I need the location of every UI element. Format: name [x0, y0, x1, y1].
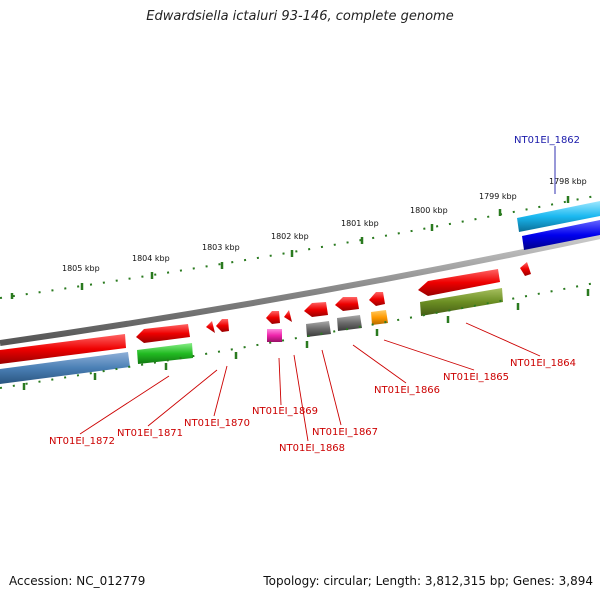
gene-label-1862: NT01EI_1862 — [514, 135, 580, 146]
ruler-label-1805: 1805 kbp — [62, 264, 100, 273]
gene-1866-forward — [335, 297, 359, 311]
gene-label-1867: NT01EI_1867 — [312, 427, 378, 438]
gene-1868a-forward — [284, 310, 292, 322]
ruler-label-1804: 1804 kbp — [132, 254, 170, 263]
map-title: Edwardsiella ictaluri 93-146, complete g… — [146, 9, 454, 24]
accession-text: Accession: NC_012779 — [9, 574, 146, 588]
gene-label-1869: NT01EI_1869 — [252, 406, 318, 417]
ruler-label-1801: 1801 kbp — [341, 219, 379, 228]
gene-1871-forward — [136, 324, 190, 343]
gene-1870b-forward — [216, 319, 229, 332]
gene-label-1868: NT01EI_1868 — [279, 443, 345, 454]
inner-ruler-major-ticks — [22, 289, 590, 390]
ruler-label-1802: 1802 kbp — [271, 232, 309, 241]
forward-strand-genes — [0, 201, 600, 364]
outer-ruler-ring — [0, 194, 600, 299]
outer-ruler-major-ticks — [10, 196, 570, 299]
gene-1865-reverse — [371, 310, 388, 325]
label-leader-lines — [79, 146, 556, 442]
gene-1872-forward — [0, 334, 126, 364]
gene-1869-reverse — [267, 329, 282, 342]
gene-1864-forward — [418, 269, 500, 296]
ruler-label-1798: 1798 kbp — [549, 177, 587, 186]
gene-label-1871: NT01EI_1871 — [117, 428, 183, 439]
gene-1862-blue — [522, 220, 600, 250]
ruler-label-1800: 1800 kbp — [410, 206, 448, 215]
genome-backbone — [0, 233, 600, 346]
gene-1867-reverse — [306, 321, 331, 337]
ruler-label-1803: 1803 kbp — [202, 243, 240, 252]
gene-1865-forward — [369, 292, 385, 306]
gene-label-1866: NT01EI_1866 — [374, 385, 440, 396]
genome-stats-text: Topology: circular; Length: 3,812,315 bp… — [263, 574, 593, 588]
gene-1863-forward — [520, 262, 531, 276]
gene-label-1872: NT01EI_1872 — [49, 436, 115, 447]
gene-label-1870: NT01EI_1870 — [184, 418, 250, 429]
gene-1866-reverse — [337, 315, 362, 331]
gene-label-1864: NT01EI_1864 — [510, 358, 576, 369]
gene-1871-reverse — [137, 343, 193, 364]
gene-1864-reverse — [420, 288, 503, 316]
gene-label-1865: NT01EI_1865 — [443, 372, 509, 383]
reverse-strand-genes — [0, 220, 600, 384]
ruler-label-1799: 1799 kbp — [479, 192, 517, 201]
gene-1867-forward — [304, 302, 328, 317]
gene-1862-cyan — [517, 201, 600, 232]
gene-1872-reverse — [0, 352, 130, 384]
gene-1870a-forward — [206, 321, 215, 333]
gene-1869-forward — [266, 311, 280, 324]
